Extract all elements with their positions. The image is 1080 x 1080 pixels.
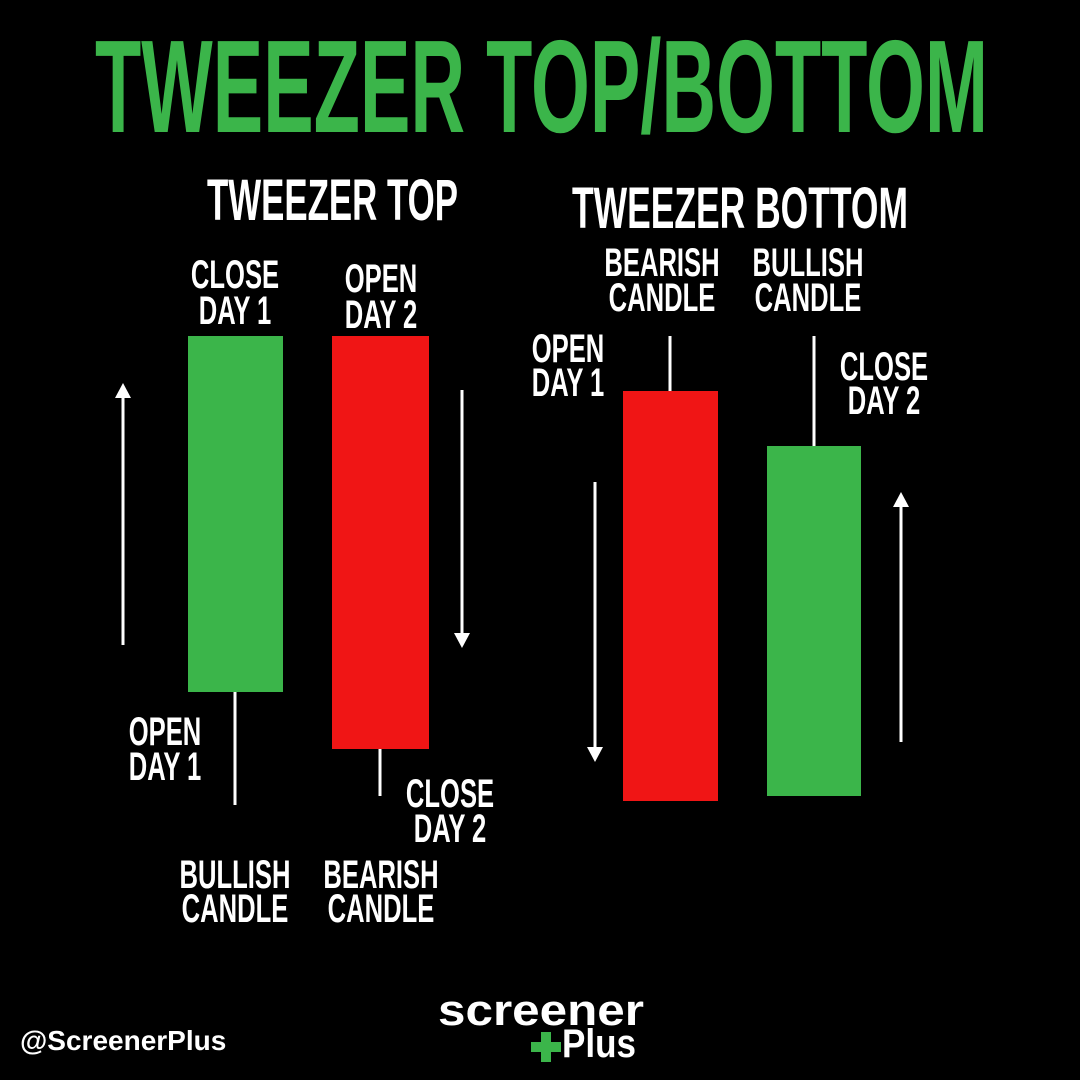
label: CLOSE [406, 772, 494, 816]
handle: @ScreenerPlus [20, 1025, 226, 1056]
arrow-head [587, 747, 603, 762]
label: DAY 2 [848, 379, 921, 423]
label: DAY 1 [532, 361, 605, 405]
label: CANDLE [328, 887, 435, 931]
label: DAY 2 [345, 293, 418, 337]
arrow-head [454, 633, 470, 648]
label: OPEN [345, 257, 418, 301]
label: OPEN [532, 327, 605, 371]
label: BULLISH [180, 853, 291, 897]
bullish-candle [767, 446, 861, 796]
logo-plus [531, 1032, 561, 1062]
label: DAY 1 [199, 289, 272, 333]
bearish-candle [623, 391, 718, 801]
label: CANDLE [609, 276, 716, 320]
heading: TWEEZER TOP [207, 168, 458, 233]
label: BEARISH [323, 853, 438, 897]
label: CLOSE [191, 253, 279, 297]
arrow-head [893, 492, 909, 507]
label: CLOSE [840, 345, 928, 389]
label: CANDLE [182, 887, 289, 931]
arrow-head [115, 383, 131, 398]
heading: TWEEZER BOTTOM [572, 176, 908, 241]
title: TWEEZER TOP/BOTTOM [95, 13, 988, 160]
logo-text: Plus [562, 1022, 636, 1066]
label: BULLISH [753, 241, 864, 285]
logo-text: screener [438, 986, 644, 1035]
bullish-candle [188, 336, 283, 692]
bearish-candle [332, 336, 429, 749]
label: CANDLE [755, 276, 862, 320]
label: DAY 2 [414, 807, 487, 851]
label: OPEN [129, 710, 202, 754]
label: BEARISH [604, 241, 719, 285]
label: DAY 1 [129, 745, 202, 789]
